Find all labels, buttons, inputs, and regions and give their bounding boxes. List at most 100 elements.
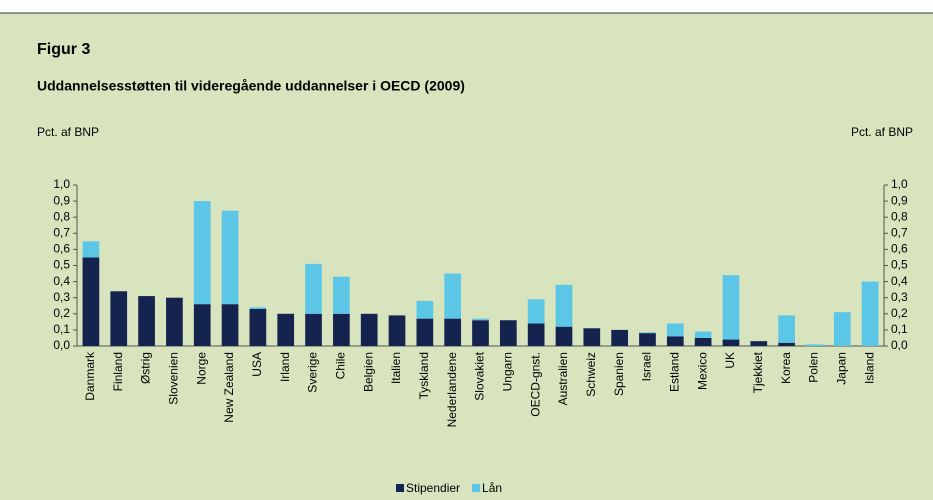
x-tick-label: Irland [278,352,292,382]
y2-tick-label: 0,8 [891,209,908,223]
x-tick-label: Spanien [612,352,626,396]
y2-tick-label: 0,7 [891,225,908,239]
x-tick-label: UK [723,352,737,369]
y-tick-label: 0,6 [53,242,70,256]
x-tick-label: Island [862,352,876,384]
bar-segment [193,304,211,346]
bar-segment [583,328,601,346]
x-tick-label: Finland [111,352,125,391]
x-tick-label: Chile [334,352,348,380]
x-tick-label: Tjekkiet [751,351,765,393]
x-tick-label: Estland [667,352,681,392]
chart-title: Uddannelsesstøtten til videregående udda… [37,78,465,94]
y-tick-label: 0,2 [53,306,70,320]
y2-tick-label: 1,0 [891,177,908,191]
bar-segment [416,318,434,346]
bar-segment [110,291,128,346]
background [0,13,933,500]
y-tick-label: 0,5 [53,258,70,272]
bar-segment [806,344,823,346]
bar-segment [833,312,851,346]
bar-segment [555,284,573,327]
x-tick-label: New Zealand [222,352,236,423]
bar-segment [694,331,712,338]
x-tick-label: Mexico [695,352,709,390]
bar-segment [221,210,239,305]
x-tick-label: Sverige [306,352,320,393]
bar-segment [305,313,322,346]
bar-segment [666,336,684,346]
bar-segment [82,257,100,346]
x-tick-label: Schweiz [584,352,598,397]
bar-segment [555,326,573,346]
y2-tick-label: 0,0 [891,338,908,352]
bar-segment [778,342,795,346]
y2-tick-label: 0,4 [891,274,908,288]
y-tick-label: 0,3 [53,290,70,304]
bar-segment [444,273,462,319]
bar-segment [416,300,434,319]
bar-segment [360,313,378,346]
y-axis-label: Pct. af BNP [37,125,99,139]
x-tick-label: Italien [389,352,403,384]
bar-segment [444,318,462,346]
bar-segment [277,313,295,346]
bar-segment [388,315,406,346]
bar-segment [221,304,239,346]
bar-segment [472,318,489,321]
bar-segment [861,281,879,346]
bar-segment [499,320,517,346]
x-tick-label: Belgien [361,352,375,392]
x-tick-label: Slovenien [167,352,181,405]
legend-swatch [472,484,481,492]
bar-segment [750,341,768,346]
x-tick-label: Israel [640,352,654,381]
legend-swatch [396,484,404,492]
bar-segment [82,241,100,258]
bar-segment [193,201,211,305]
y2-axis-label: Pct. af BNP [851,125,913,139]
y2-tick-label: 0,9 [891,193,908,207]
legend-label: Stipendier [406,481,460,495]
bar-segment [249,308,267,346]
bar-segment [249,307,267,309]
x-tick-label: Danmark [83,351,97,401]
x-tick-label: USA [250,352,264,377]
y-tick-label: 0,1 [53,322,70,336]
x-tick-label: OECD-gnst. [528,352,542,417]
bar-segment [333,313,350,346]
bar-segment [472,320,489,346]
bar-segment [639,332,656,334]
bar-segment [778,315,795,343]
bar-segment [722,339,740,346]
x-tick-label: Tyskland [417,352,431,399]
y2-tick-label: 0,5 [891,258,908,272]
y2-tick-label: 0,6 [891,242,908,256]
y-tick-label: 0,7 [53,225,70,239]
bar-segment [333,276,350,314]
x-tick-label: Korea [779,352,793,384]
x-tick-label: Ungarn [500,352,514,391]
y2-tick-label: 0,3 [891,290,908,304]
bar-segment [639,333,656,346]
y-tick-label: 1,0 [53,177,70,191]
y2-tick-label: 0,1 [891,322,908,336]
bar-segment [527,323,545,346]
x-tick-label: Slovakiet [473,351,487,400]
x-tick-label: Polen [807,352,821,383]
x-tick-label: Japan [834,352,848,385]
x-tick-label: Nederlandene [445,352,459,428]
bar-segment [138,296,155,346]
x-tick-label: Australien [556,352,570,405]
y-tick-label: 0,0 [53,338,70,352]
bar-segment [694,337,712,346]
x-tick-label: Østrig [139,352,153,384]
legend-label: Lån [482,481,502,495]
bar-segment [666,323,684,337]
x-tick-label: Norge [194,352,208,385]
bar-segment [722,275,740,340]
figure-label: Figur 3 [37,41,90,58]
y-tick-label: 0,4 [53,274,70,288]
bar-segment [166,297,183,346]
